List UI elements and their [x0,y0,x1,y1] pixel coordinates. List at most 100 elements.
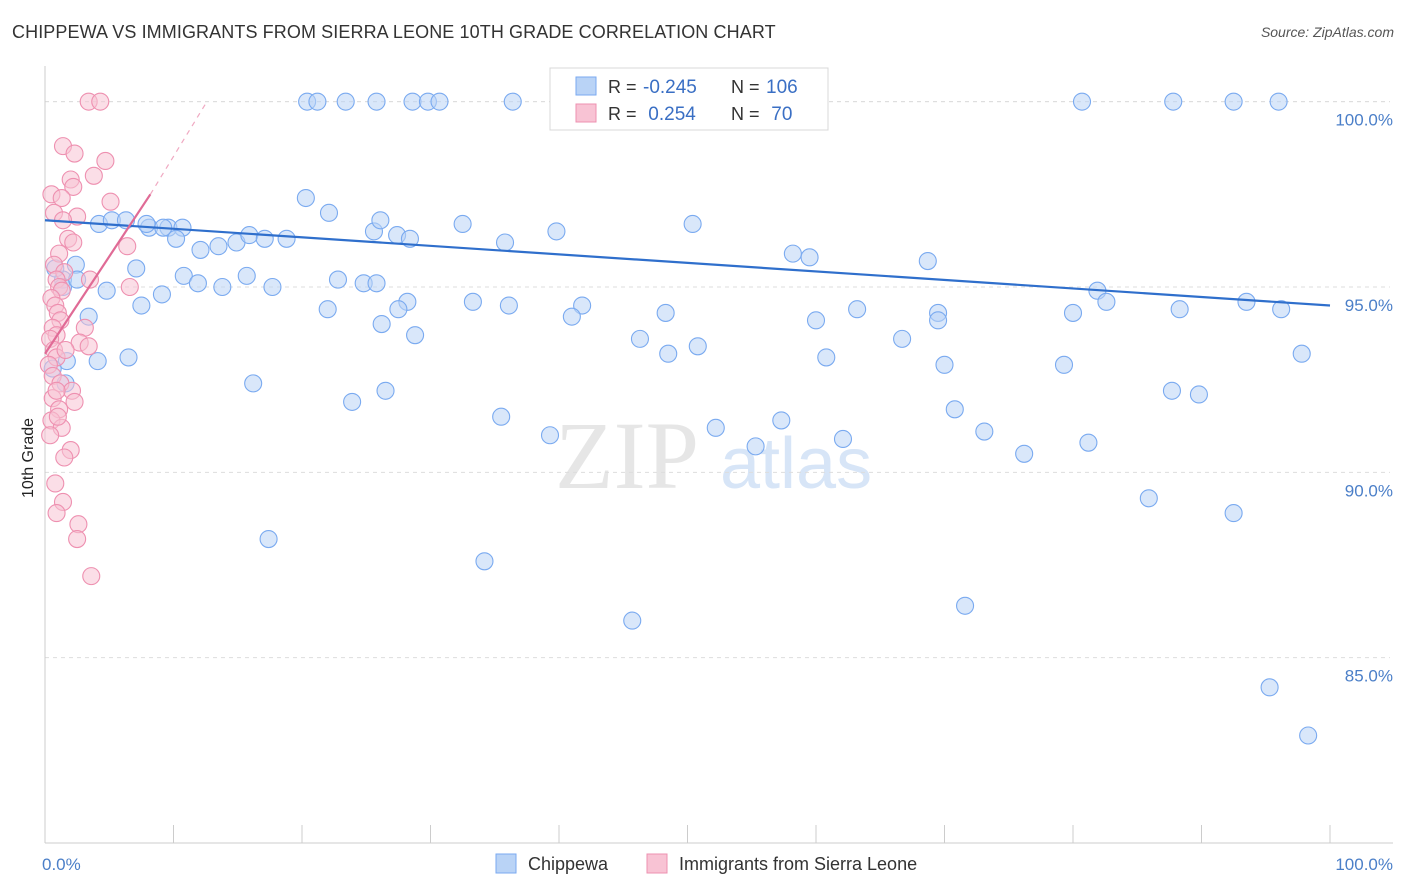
point-chippewa-29 [547,222,566,241]
point-sierra-leone-55 [47,381,66,400]
point-chippewa-103 [1079,433,1098,452]
point-chippewa-15 [191,240,210,259]
point-chippewa-75 [152,285,171,304]
point-sierra-leone-3 [65,144,84,163]
point-chippewa-46 [328,270,348,289]
point-chippewa-96 [706,418,725,437]
point-sierra-leone-50 [80,270,100,289]
legend-n-value-pink: 70 [766,104,792,125]
point-chippewa-102 [1015,444,1034,463]
point-chippewa-82 [893,329,912,348]
point-chippewa-45 [263,277,282,297]
legend-n-label-blue: N = [731,77,760,97]
legend-n-value-blue: 106 [766,77,798,98]
point-sierra-leone-53 [79,337,98,356]
point-chippewa-58 [1272,300,1291,319]
point-chippewa-35 [137,214,156,234]
trend-line-sierra-leone-dashed [149,101,208,195]
point-chippewa-93 [376,381,395,400]
point-chippewa-31 [783,244,802,263]
point-chippewa-50 [463,292,482,311]
point-chippewa-95 [540,426,560,445]
point-sierra-leone-44 [47,504,66,523]
point-sierra-leone-57 [48,407,67,426]
legend-swatch-blue [575,76,597,96]
point-chippewa-112 [800,248,819,267]
trend-line-sierra-leone [44,193,152,355]
point-sierra-leone-15 [64,233,83,252]
point-chippewa-92 [343,392,362,411]
point-chippewa-1 [308,92,327,111]
point-chippewa-83 [935,355,954,374]
point-chippewa-64 [318,300,337,319]
point-chippewa-98 [772,411,791,430]
point-chippewa-109 [956,596,975,615]
point-chippewa-81 [817,348,836,367]
y-tick-labels: 85.0% 90.0% 95.0% 100.0% [1335,111,1393,686]
point-chippewa-105 [1224,504,1243,523]
point-chippewa-51 [573,296,592,315]
point-chippewa-74 [119,348,138,367]
point-chippewa-10 [1224,92,1243,111]
point-sierra-leone-42 [46,474,65,493]
point-chippewa-56 [1170,300,1189,319]
point-chippewa-87 [1292,344,1311,363]
point-sierra-leone-48 [118,237,137,256]
point-chippewa-78 [630,329,650,348]
point-chippewa-43 [188,274,207,293]
point-sierra-leone-9 [52,188,71,208]
point-chippewa-19 [255,229,274,248]
point-sierra-leone-46 [68,529,87,549]
point-sierra-leone-5 [84,166,103,185]
legend-swatch-chippewa [495,853,517,874]
point-chippewa-97 [746,437,765,456]
point-chippewa-69 [848,300,867,319]
trend-line-chippewa [44,219,1331,307]
point-chippewa-63 [213,277,232,297]
point-chippewa-108 [623,611,642,630]
point-sierra-leone-54 [56,340,75,360]
correlation-legend: R = -0.245 N = 106 R = 0.254 N = 70 [549,67,829,131]
point-chippewa-90 [88,352,107,371]
point-chippewa-41 [127,259,146,278]
point-chippewa-8 [1072,92,1092,111]
point-chippewa-86 [1189,385,1208,404]
point-sierra-leone-7 [64,177,83,196]
point-chippewa-57 [1237,292,1256,311]
legend-label-chippewa: Chippewa [528,854,609,874]
watermark-zip: ZIP [555,402,699,509]
series-chippewa-points [43,92,1318,745]
point-chippewa-16 [209,237,228,256]
point-chippewa-65 [389,300,408,319]
point-chippewa-4 [403,92,422,111]
point-chippewa-42 [174,266,193,285]
point-chippewa-106 [259,529,278,549]
point-chippewa-94 [492,407,511,426]
point-chippewa-55 [1097,292,1116,311]
point-chippewa-28 [495,233,515,252]
point-chippewa-107 [475,552,494,571]
legend-r-label-blue: R = [608,77,637,97]
point-chippewa-11 [1269,92,1288,111]
point-chippewa-71 [1063,303,1083,322]
point-chippewa-44 [237,266,256,285]
point-chippewa-79 [659,344,678,363]
point-chippewa-27 [453,214,472,234]
series-legend: Chippewa Immigrants from Sierra Leone [495,853,917,874]
y-tick-label-90: 90.0% [1345,481,1393,500]
point-chippewa-70 [929,311,948,330]
point-chippewa-67 [562,307,581,326]
point-sierra-leone-49 [120,277,139,297]
point-chippewa-30 [683,214,702,234]
point-sierra-leone-47 [82,567,101,586]
point-chippewa-26 [400,229,419,248]
y-tick-label-85: 85.0% [1345,667,1393,686]
point-chippewa-85 [1162,381,1181,400]
source-label: Source: ZipAtlas.com [1260,24,1394,40]
point-chippewa-104 [1139,489,1158,508]
point-chippewa-20 [277,229,296,248]
x-tick-label-max: 100.0% [1335,855,1393,874]
point-chippewa-100 [945,400,964,419]
point-chippewa-66 [499,296,518,315]
